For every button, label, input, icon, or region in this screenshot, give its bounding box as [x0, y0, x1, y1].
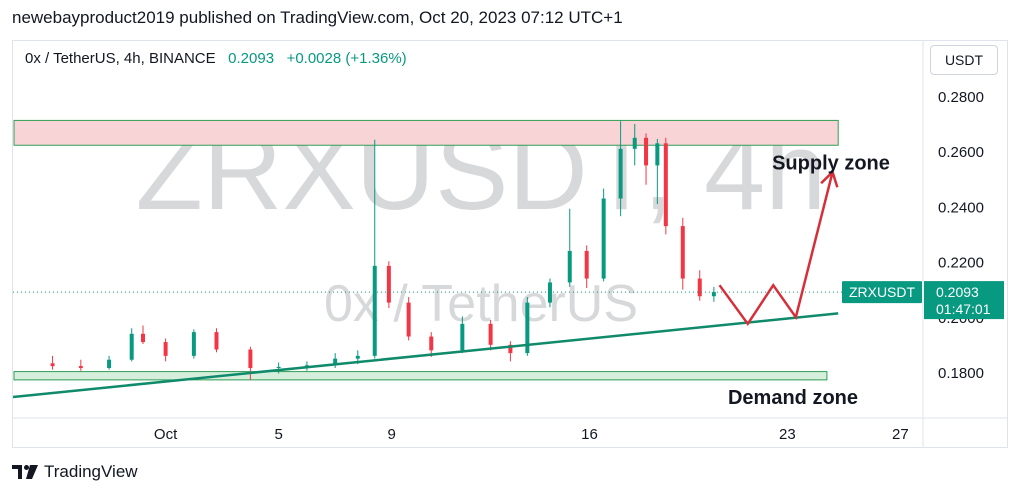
candle[interactable]: [680, 217, 685, 290]
candle[interactable]: [386, 261, 391, 309]
candle-body: [601, 198, 606, 279]
x-tick-label: 16: [581, 426, 598, 443]
candle[interactable]: [141, 325, 145, 344]
candle-body: [584, 250, 589, 279]
tradingview-branding[interactable]: TradingView: [12, 462, 138, 482]
candle-body: [248, 349, 253, 369]
candle[interactable]: [663, 137, 668, 235]
candle-body: [632, 137, 637, 149]
candle[interactable]: [429, 332, 434, 357]
candle[interactable]: [276, 362, 281, 374]
candle[interactable]: [50, 355, 55, 370]
candle[interactable]: [632, 123, 637, 166]
candle[interactable]: [78, 359, 83, 371]
candle[interactable]: [618, 121, 623, 217]
candle-body: [129, 333, 134, 360]
candle[interactable]: [711, 286, 716, 302]
candle[interactable]: [333, 353, 338, 369]
x-tick-label: Oct: [154, 426, 178, 443]
demand-zone-label: Demand zone: [728, 387, 858, 409]
y-tick-label: 0.2400: [938, 199, 984, 216]
watermark-description: 0x / TetherUS: [324, 275, 638, 333]
candle[interactable]: [697, 270, 702, 301]
tradingview-logo-icon: [12, 465, 38, 479]
candle-body: [333, 358, 338, 366]
candle[interactable]: [584, 245, 589, 288]
x-tick-label: 5: [274, 426, 282, 443]
demand-zone-rect[interactable]: [13, 371, 828, 381]
candle[interactable]: [655, 138, 660, 205]
candle-body: [191, 332, 196, 356]
candle-body: [663, 143, 668, 227]
candle-body: [372, 265, 377, 356]
candle-body: [355, 355, 360, 359]
candle-body: [107, 359, 112, 369]
candle-body: [429, 336, 434, 351]
candle[interactable]: [406, 297, 411, 341]
x-tick-label: 9: [388, 426, 396, 443]
candle-body: [655, 143, 660, 166]
candle-body: [508, 344, 513, 354]
candle[interactable]: [248, 346, 253, 380]
candle[interactable]: [372, 139, 377, 359]
candle[interactable]: [163, 338, 168, 362]
candle-body: [567, 250, 572, 283]
candle-body: [488, 323, 493, 345]
candle-body: [618, 148, 623, 199]
candle-body: [163, 342, 168, 356]
candle-body: [214, 332, 219, 350]
candle[interactable]: [129, 328, 134, 362]
candle-body: [386, 265, 391, 303]
candle-body: [711, 292, 716, 297]
candle-body: [460, 323, 465, 351]
currency-button[interactable]: USDT: [930, 45, 998, 75]
candle[interactable]: [488, 319, 493, 351]
symbol-tag-bg: [842, 281, 922, 304]
legend-symbol: 0x / TetherUS, 4h, BINANCE: [25, 50, 216, 67]
candle-body: [50, 363, 55, 367]
publish-info: newebayproduct2019 published on TradingV…: [12, 8, 623, 27]
candle-body: [276, 366, 281, 369]
y-tick-label: 0.1800: [938, 365, 984, 382]
price-tag-value: 0.2093: [936, 284, 979, 300]
candle[interactable]: [107, 355, 112, 370]
candle[interactable]: [214, 328, 219, 353]
candle[interactable]: [460, 316, 465, 354]
candle-body: [697, 278, 702, 297]
candle[interactable]: [191, 329, 196, 359]
symbol-legend: 0x / TetherUS, 4h, BINANCE 0.2093 +0.002…: [25, 50, 407, 67]
support-trendline[interactable]: [13, 312, 839, 399]
supply-zone-rect[interactable]: [13, 119, 839, 146]
y-tick-label: 0.2600: [938, 144, 984, 161]
legend-price: 0.2093: [228, 50, 275, 67]
candle[interactable]: [525, 297, 530, 356]
candle-body: [78, 366, 83, 369]
legend-change: +0.0028 (+1.36%): [286, 50, 407, 67]
supply-zone-label: Supply zone: [772, 153, 890, 175]
candle[interactable]: [567, 208, 572, 287]
candle-body: [141, 333, 145, 343]
candle-countdown: 01:47:01: [936, 301, 991, 317]
candle-body: [644, 137, 649, 166]
y-tick-label: 0.2200: [938, 255, 984, 272]
tradingview-brand-text: TradingView: [44, 462, 138, 481]
candle[interactable]: [508, 341, 513, 362]
projection-path[interactable]: [718, 171, 834, 327]
x-tick-label: 27: [892, 426, 909, 443]
x-tick-label: 23: [779, 426, 796, 443]
candle-body: [680, 226, 685, 279]
candle-body: [406, 302, 411, 337]
y-tick-label: 0.2800: [938, 89, 984, 106]
projection-arrow-head: [820, 169, 839, 188]
symbol-tag-label: ZRXUSDT: [849, 284, 916, 300]
candle[interactable]: [644, 133, 649, 185]
candle[interactable]: [601, 188, 606, 282]
price-tag-bg: [924, 281, 1004, 320]
candle-body: [525, 302, 530, 354]
